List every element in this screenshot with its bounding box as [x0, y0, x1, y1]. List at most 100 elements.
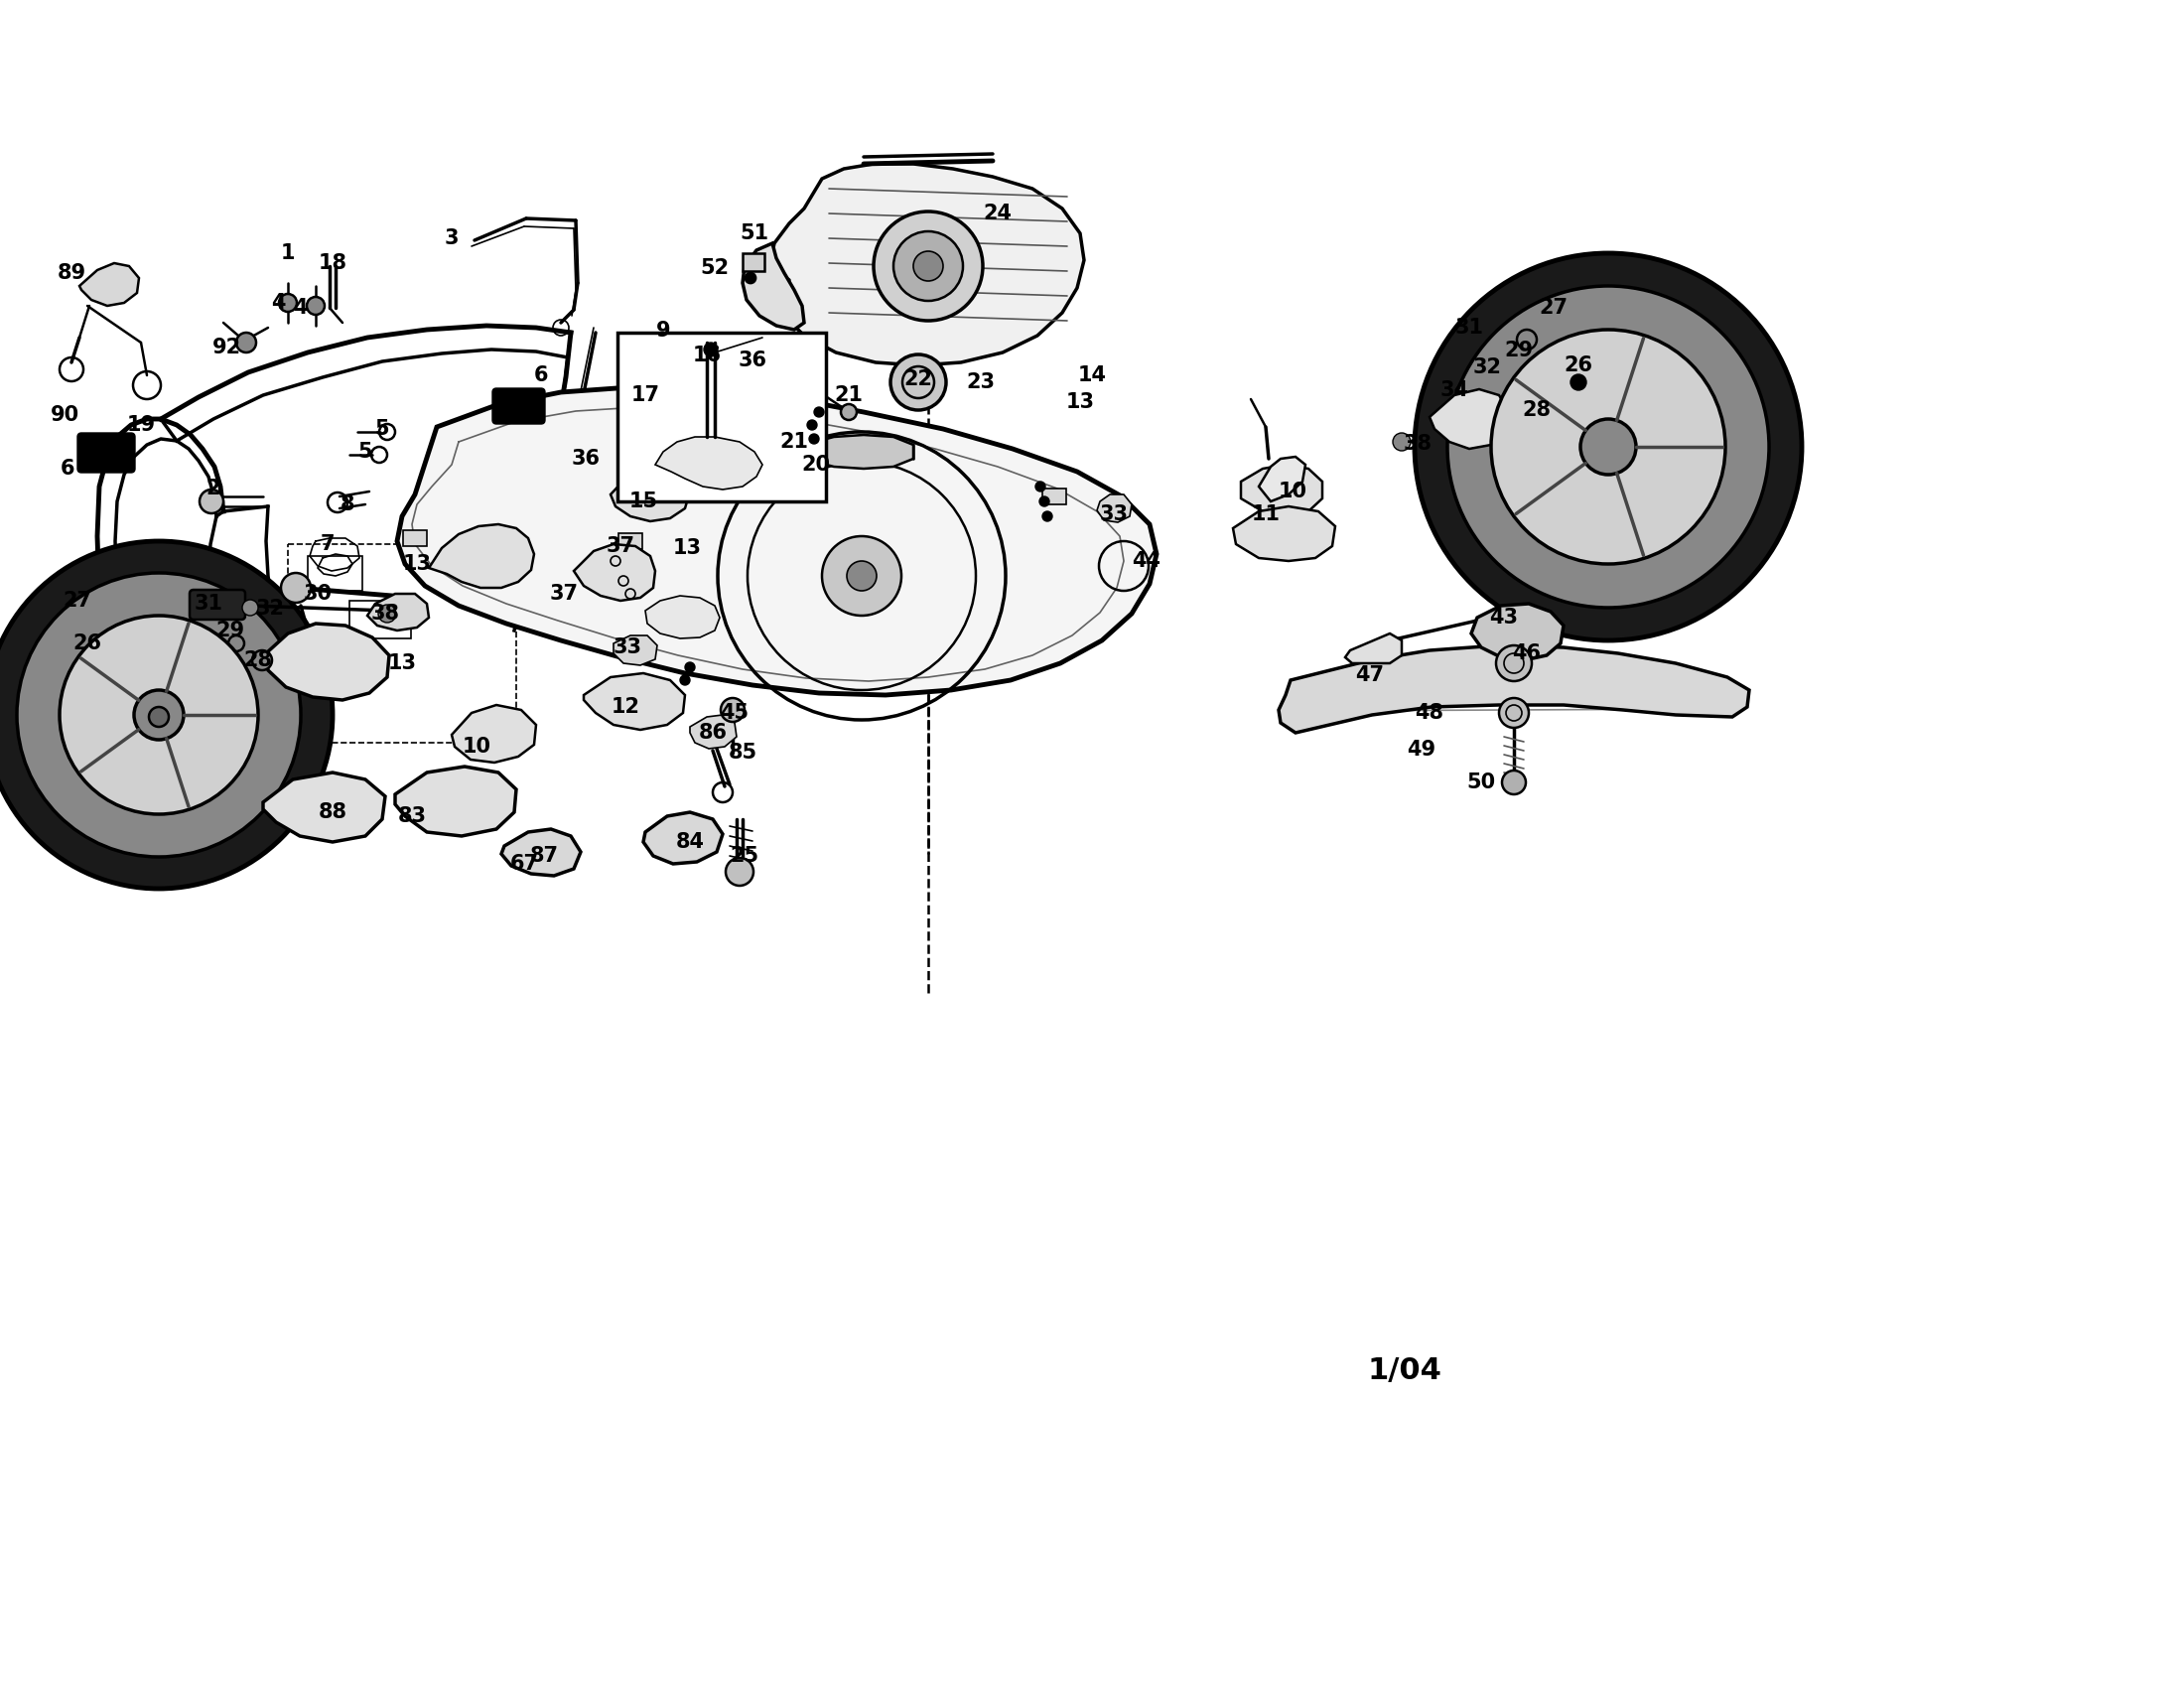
Circle shape	[199, 490, 223, 514]
Text: 1/04: 1/04	[1367, 1356, 1441, 1384]
Polygon shape	[397, 387, 1158, 695]
Polygon shape	[1234, 507, 1334, 561]
Circle shape	[721, 699, 745, 722]
Circle shape	[282, 573, 310, 603]
Text: 86: 86	[699, 722, 727, 743]
Polygon shape	[395, 766, 515, 835]
Text: 38: 38	[1402, 434, 1433, 453]
Polygon shape	[644, 596, 721, 638]
Text: 33: 33	[1099, 505, 1129, 524]
Text: 31: 31	[194, 594, 223, 613]
Text: 29: 29	[216, 621, 245, 640]
Text: 52: 52	[701, 258, 729, 278]
Polygon shape	[618, 534, 642, 549]
Text: 84: 84	[675, 832, 703, 852]
Circle shape	[1415, 253, 1802, 640]
Text: 26: 26	[1564, 355, 1592, 376]
Circle shape	[913, 251, 943, 281]
Polygon shape	[1431, 389, 1509, 450]
Text: 67: 67	[509, 854, 539, 874]
Text: 18: 18	[319, 253, 347, 273]
Text: 27: 27	[63, 591, 92, 611]
Circle shape	[1393, 433, 1411, 451]
Text: 36: 36	[738, 350, 767, 370]
Circle shape	[306, 296, 325, 315]
Polygon shape	[79, 263, 140, 306]
Text: 21: 21	[834, 386, 863, 406]
Text: 44: 44	[1131, 551, 1162, 571]
Text: 45: 45	[721, 702, 749, 722]
Text: 5: 5	[358, 441, 373, 461]
Text: 28: 28	[245, 650, 273, 670]
Text: 11: 11	[1251, 505, 1280, 524]
Polygon shape	[1345, 633, 1402, 663]
Text: 32: 32	[1472, 357, 1503, 377]
Circle shape	[1035, 482, 1046, 492]
Text: 92: 92	[212, 337, 240, 357]
Text: 3: 3	[446, 229, 459, 248]
Text: 88: 88	[319, 802, 347, 822]
Text: 37: 37	[607, 536, 636, 556]
Polygon shape	[1042, 488, 1066, 505]
Text: 10: 10	[463, 738, 491, 756]
Text: 33: 33	[614, 638, 642, 657]
Polygon shape	[262, 773, 384, 842]
Text: 89: 89	[57, 263, 85, 283]
Text: 25: 25	[729, 845, 760, 866]
Circle shape	[1496, 645, 1531, 680]
Polygon shape	[614, 635, 657, 665]
Polygon shape	[655, 436, 762, 490]
Text: 37: 37	[550, 584, 579, 603]
Text: 9: 9	[655, 320, 670, 340]
Polygon shape	[1241, 465, 1321, 514]
Text: 30: 30	[304, 584, 332, 603]
Text: 4: 4	[293, 298, 308, 318]
Circle shape	[815, 408, 823, 418]
Circle shape	[17, 573, 301, 857]
Text: 48: 48	[1415, 702, 1444, 722]
Text: 13: 13	[389, 653, 417, 674]
Polygon shape	[743, 242, 804, 330]
Text: 16: 16	[692, 345, 721, 365]
Polygon shape	[690, 716, 736, 749]
Circle shape	[841, 404, 856, 419]
Circle shape	[745, 273, 756, 283]
Circle shape	[1570, 374, 1586, 391]
Polygon shape	[266, 623, 389, 701]
Text: 12: 12	[612, 697, 640, 717]
Polygon shape	[612, 468, 690, 522]
Text: 31: 31	[1455, 318, 1483, 337]
Text: 1: 1	[282, 242, 295, 263]
Circle shape	[0, 541, 332, 889]
Polygon shape	[1096, 495, 1131, 522]
Text: 36: 36	[572, 450, 601, 468]
Polygon shape	[583, 674, 686, 729]
Polygon shape	[804, 434, 913, 468]
Circle shape	[891, 354, 946, 411]
Text: 24: 24	[983, 204, 1011, 224]
Text: 90: 90	[50, 406, 79, 424]
Text: 17: 17	[631, 386, 660, 406]
Text: 85: 85	[727, 743, 758, 763]
Text: 46: 46	[1511, 643, 1542, 663]
Text: 23: 23	[965, 372, 996, 392]
Text: 7: 7	[321, 534, 334, 554]
Text: 29: 29	[1505, 340, 1533, 360]
Circle shape	[808, 419, 817, 429]
Polygon shape	[574, 544, 655, 601]
Bar	[288, 544, 515, 743]
Polygon shape	[644, 812, 723, 864]
Text: 50: 50	[1468, 773, 1496, 793]
Text: 22: 22	[904, 369, 933, 389]
Polygon shape	[452, 706, 535, 763]
Circle shape	[821, 536, 902, 616]
Text: 27: 27	[1540, 298, 1568, 318]
Polygon shape	[367, 594, 428, 630]
Circle shape	[1448, 286, 1769, 608]
Circle shape	[893, 231, 963, 301]
Bar	[743, 253, 764, 271]
Text: 6: 6	[533, 365, 548, 386]
Text: 2: 2	[205, 478, 221, 498]
Text: 14: 14	[1077, 365, 1107, 386]
Text: 6: 6	[61, 458, 74, 478]
